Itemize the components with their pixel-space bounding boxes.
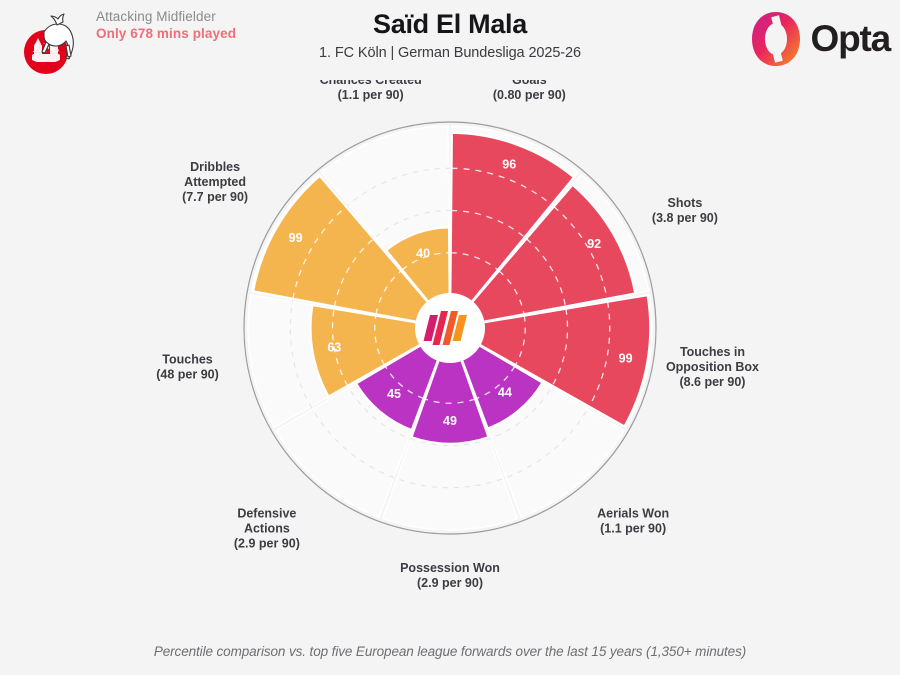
percentile-pizza-chart: 96 92 99 44 49 45 63 99 40 Goals(0.80 per 90) Shot… [0, 80, 900, 620]
opta-mark-bar [423, 315, 439, 341]
pizza-axis-label: Possession Won (2.9 per 90) [400, 561, 500, 590]
pizza-gridring-white [553, 206, 608, 299]
team-competition-line: 1. FC Köln | German Bundesliga 2025-26 [319, 45, 581, 61]
pizza-axis-label: Chances Created(1.1 per 90) [320, 80, 422, 102]
pizza-gridring-white [514, 315, 526, 366]
pizza-axis-label: Touches (48 per 90) [156, 352, 219, 381]
player-role: Attacking Midfielder [96, 9, 216, 24]
pizza-gridring-white [375, 270, 402, 315]
pizza-slice-value-label: 49 [443, 414, 457, 428]
pizza-slice-value-label: 99 [619, 351, 633, 365]
pizza-gridring-white [498, 270, 525, 315]
pizza-gridring-white [451, 209, 526, 238]
pizza-slice-value-label: 96 [502, 158, 516, 172]
page-title: Saïd El Mala [373, 9, 527, 39]
pizza-slice-value-label: 45 [387, 387, 401, 401]
opta-mark-bar [442, 311, 458, 345]
pizza-axis-label: Dribbles Attempted (7.7 per 90) [182, 160, 248, 204]
pizza-gridring-white [588, 301, 611, 407]
pizza-axis-label: Touches in Opposition Box (8.6 per 90) [666, 345, 759, 389]
pizza-gridring-white [451, 167, 552, 206]
opta-logo-icon [751, 12, 800, 66]
opta-mark-icon [423, 311, 468, 345]
pizza-gridring-white [384, 365, 424, 400]
pizza-gridring-white [333, 238, 375, 307]
pizza-axis-label: Goals(0.80 per 90) [493, 80, 566, 102]
chart-caption: Percentile comparison vs. top five Europ… [153, 644, 747, 659]
minutes-played-note: Only 678 mins played [96, 26, 237, 41]
pizza-gridring-white [424, 398, 476, 404]
pizza-gridring-white [450, 252, 499, 271]
pizza-gridring-white [525, 238, 567, 307]
pizza-chart-svg: 96 92 99 44 49 45 63 99 40 Goals(0.80 per 90) Shot… [156, 80, 759, 590]
pizza-slice-value-label: 40 [416, 246, 430, 260]
pizza-gridring-white [331, 308, 349, 387]
pizza-slice-value-label: 63 [327, 341, 341, 355]
fc-koln-badge-icon: 1.FC [16, 8, 88, 80]
pizza-axis-label: Aerials Won (1.1 per 90) [597, 507, 669, 536]
pizza-gridring-white [401, 252, 450, 271]
pizza-gridring-white [374, 315, 386, 366]
pizza-gridring-white [476, 365, 516, 400]
page-header: 1.FC Attacking Midfielder Only 678 mins … [0, 0, 900, 88]
opta-mark-bar [452, 315, 468, 341]
opta-wordmark: Opta [810, 18, 892, 59]
pizza-axis-label: Shots (3.8 per 90) [652, 196, 718, 225]
pizza-axis-label: Defensive Actions (2.9 per 90) [234, 507, 300, 551]
opta-brand: Opta [748, 10, 892, 68]
player-role-block: Attacking Midfielder Only 678 mins playe… [96, 8, 281, 43]
opta-mark-bar [432, 311, 448, 345]
player-title-block: Saïd El Mala 1. FC Köln | German Bundesl… [290, 6, 610, 64]
pizza-outer-ring [243, 121, 657, 535]
pizza-slice-value-label: 99 [289, 231, 303, 245]
pizza-gridring-white [551, 308, 569, 387]
pizza-slice-value-label: 92 [587, 237, 601, 251]
pizza-gridring-white [292, 206, 347, 299]
pizza-slice-value-label: 44 [498, 386, 512, 400]
